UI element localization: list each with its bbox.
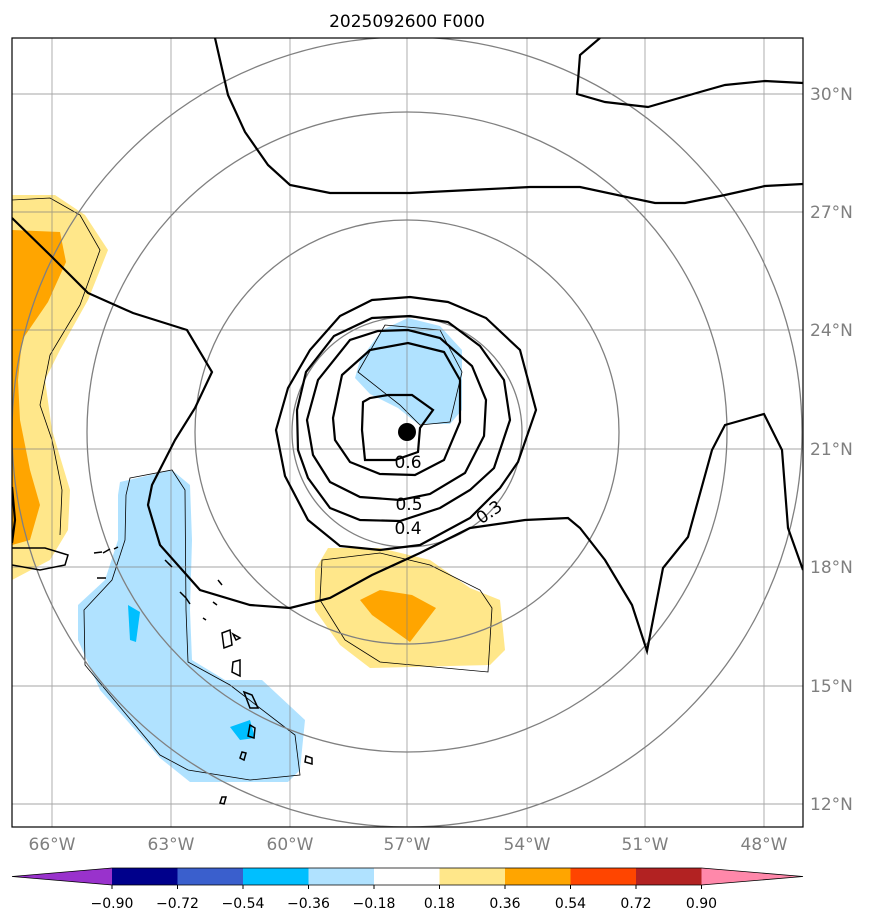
colorbar-segment — [308, 868, 375, 885]
colorbar-tick-label: −0.90 — [91, 896, 134, 912]
positive-anomaly-west-mid — [12, 230, 66, 545]
colorbar-segment — [177, 868, 244, 885]
storm-center-marker — [398, 423, 416, 441]
contour-label-0-5: 0.5 — [395, 495, 422, 515]
lon-label: 51°W — [622, 835, 669, 855]
longitude-labels: 66°W 63°W 60°W 57°W 54°W 51°W 48°W — [29, 835, 788, 855]
lat-label: 15°N — [810, 677, 853, 697]
negative-anomaly-antilles-core-1 — [128, 605, 140, 642]
colorbar-tick-label: −0.36 — [287, 896, 330, 912]
colorbar-segment — [570, 868, 637, 885]
pressure-contours — [12, 38, 803, 656]
map-area: 0.6 0.5 0.4 0.3 — [12, 38, 803, 827]
lat-label: 24°N — [810, 321, 853, 341]
lon-label: 48°W — [741, 835, 788, 855]
colorbar-extend-low — [12, 868, 112, 885]
colorbar: −0.90 −0.72 −0.54 −0.36 −0.18 0.18 0.36 0.54 0.7… — [11, 867, 804, 912]
chart-title: 2025092600 F000 — [329, 12, 485, 32]
colorbar-tick-label: −0.18 — [353, 896, 396, 912]
lon-label: 63°W — [148, 835, 195, 855]
lon-label: 57°W — [384, 835, 431, 855]
colorbar-segment — [636, 868, 702, 885]
lat-label: 30°N — [810, 85, 853, 105]
map-frame — [11, 37, 804, 828]
contour-label-0-4: 0.4 — [394, 519, 421, 539]
contour-label-0-6: 0.6 — [394, 453, 421, 473]
colorbar-tick-label: 0.90 — [686, 896, 717, 912]
colorbar-segment — [439, 868, 506, 885]
lon-label: 66°W — [29, 835, 76, 855]
colorbar-tick-label: 0.72 — [620, 896, 651, 912]
colorbar-segment — [374, 868, 440, 885]
positive-anomaly-south-mid — [360, 590, 436, 642]
lat-label: 21°N — [810, 440, 853, 460]
coastlines-islands — [12, 546, 313, 805]
colorbar-tick-label: −0.54 — [222, 896, 265, 912]
lat-lon-grid — [12, 38, 803, 827]
colorbar-extend-high — [701, 868, 803, 885]
colorbar-segment — [243, 868, 309, 885]
colorbar-segment — [505, 868, 571, 885]
colorbar-tick-label: 0.54 — [555, 896, 586, 912]
lat-label: 18°N — [810, 558, 853, 578]
lat-label: 27°N — [810, 203, 853, 223]
colorbar-tick-label: 0.18 — [424, 896, 455, 912]
colorbar-tick-label: −0.72 — [156, 896, 199, 912]
colorbar-tick-label: 0.36 — [489, 896, 520, 912]
lon-label: 54°W — [504, 835, 551, 855]
colorbar-segment — [112, 868, 178, 885]
lon-label: 60°W — [267, 835, 314, 855]
lat-label: 12°N — [810, 795, 853, 815]
negative-anomaly-center — [355, 318, 462, 424]
latitude-labels: 30°N 27°N 24°N 21°N 18°N 15°N 12°N — [810, 85, 853, 815]
